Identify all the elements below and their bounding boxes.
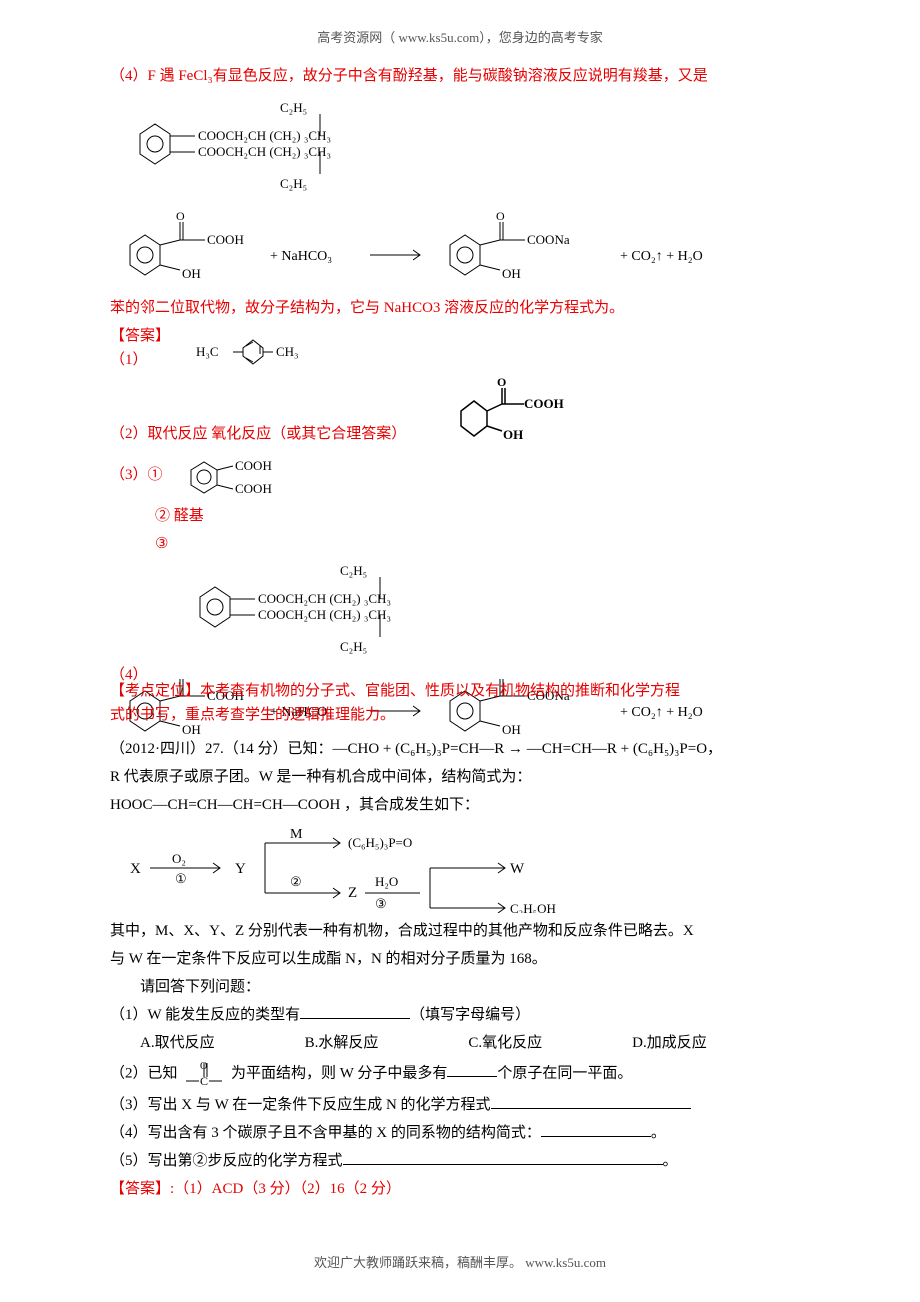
q-mid1: 其中，M、X、Y、Z 分别代表一种有机物，合成过程中的其他产物和反应条件已略去。… bbox=[110, 919, 810, 943]
answer-2: （2）取代反应 氧化反应（或其它合理答案） bbox=[110, 422, 406, 446]
svg-text:C₂H₅: C₂H₅ bbox=[280, 100, 307, 115]
svg-text:CH₃: CH₃ bbox=[276, 344, 299, 359]
kaodian-line1: 【考点定位】本考查有机物的分子式、官能团、性质以及有机物结构的推断和化学方程 bbox=[110, 679, 810, 703]
svg-text:COOCH₂CH (CH₂) ₃CH₃: COOCH₂CH (CH₂) ₃CH₃ bbox=[198, 128, 331, 143]
answer-label: 【答案】 bbox=[110, 324, 170, 348]
svg-text:(C₆H₅)₃P=O: (C₆H₅)₃P=O bbox=[348, 835, 412, 850]
q-please: 请回答下列问题： bbox=[110, 975, 810, 999]
svg-text:C₂H₅: C₂H₅ bbox=[340, 563, 367, 578]
svg-text:C₂H₅: C₂H₅ bbox=[340, 639, 367, 654]
reaction-scheme: X O₂ ① Y M ② (C₆H₅)₃P=O Z H₂O ③ W C₂H₅OH bbox=[110, 823, 810, 913]
svg-text:③: ③ bbox=[375, 896, 387, 911]
svg-text:H₃C: H₃C bbox=[196, 344, 219, 359]
svg-text:②: ② bbox=[290, 874, 302, 889]
svg-text:Y: Y bbox=[235, 861, 246, 877]
svg-text:Z: Z bbox=[348, 885, 357, 901]
svg-text:O₂: O₂ bbox=[172, 851, 186, 866]
svg-text:COONa: COONa bbox=[527, 232, 570, 247]
explain-4-line2: 苯的邻二位取代物，故分子结构为，它与 NaHCO3 溶液反应的化学方程式为。 bbox=[110, 296, 810, 320]
carbonyl-fragment: C O bbox=[181, 1059, 227, 1089]
page-footer: 欢迎广大教师踊跃来稿，稿酬丰厚。 www.ks5u.com bbox=[0, 1253, 920, 1274]
opt-c: C.氧化反应 bbox=[468, 1031, 542, 1055]
svg-text:COOH: COOH bbox=[524, 396, 564, 411]
p-xylene-structure: H₃C CH₃ bbox=[178, 328, 348, 368]
svg-text:O: O bbox=[176, 210, 185, 223]
svg-text:W: W bbox=[510, 861, 525, 877]
svg-text:COOH: COOH bbox=[235, 458, 272, 473]
svg-text:COOCH₂CH (CH₂) ₃CH₃: COOCH₂CH (CH₂) ₃CH₃ bbox=[258, 591, 391, 606]
svg-text:C: C bbox=[200, 1074, 208, 1088]
final-answer: 【答案】:（1）ACD（3 分）（2）16（2 分） bbox=[110, 1177, 810, 1201]
svg-text:COOCH₂CH (CH₂) ₃CH₃: COOCH₂CH (CH₂) ₃CH₃ bbox=[198, 144, 331, 159]
q-r-line: R 代表原子或原子团。W 是一种有机合成中间体，结构简式为： bbox=[110, 765, 810, 789]
svg-text:COOCH₂CH (CH₂) ₃CH₃: COOCH₂CH (CH₂) ₃CH₃ bbox=[258, 607, 391, 622]
svg-text:X: X bbox=[130, 861, 141, 877]
svg-text:OH: OH bbox=[503, 427, 523, 442]
svg-text:+ CO₂↑ + H₂O: + CO₂↑ + H₂O bbox=[620, 249, 703, 264]
salicylic-reaction: O COOH OH + NaHCO₃ O COONa OH + CO₂↑ + H… bbox=[110, 210, 810, 290]
ester-structure-2: C₂H₅ COOCH₂CH (CH₂) ₃CH₃ COOCH₂CH (CH₂) … bbox=[170, 562, 810, 657]
svg-text:O: O bbox=[497, 376, 506, 389]
svg-text:①: ① bbox=[175, 871, 187, 886]
q1-options: A.取代反应 B.水解反应 C.氧化反应 D.加成反应 bbox=[140, 1031, 810, 1055]
page-header: 高考资源网（ www.ks5u.com），您身边的高考专家 bbox=[0, 28, 920, 49]
explain-4-line1: （4）F 遇 FeCl₃有显色反应，故分子中含有酚羟基，能与碳酸钠溶液反应说明有… bbox=[110, 64, 810, 88]
svg-text:C₂H₅: C₂H₅ bbox=[280, 176, 307, 191]
opt-d: D.加成反应 bbox=[632, 1031, 707, 1055]
q1: （1）W 能发生反应的类型有（填写字母编号） bbox=[110, 1003, 810, 1027]
answer-3-3: ③ bbox=[110, 532, 810, 556]
q2: （2）已知 C O 为平面结构，则 W 分子中最多有个原子在同一平面。 bbox=[110, 1059, 810, 1089]
q-mid2: 与 W 在一定条件下反应可以生成酯 N，N 的相对分子质量为 168。 bbox=[110, 947, 810, 971]
ester-structure: C₂H₅ COOCH₂CH (CH₂) ₃CH₃ COOCH₂CH (CH₂) … bbox=[110, 94, 810, 204]
salicylic-thumbnail: O COOH OH bbox=[446, 376, 566, 446]
opt-b: B.水解反应 bbox=[305, 1031, 379, 1055]
svg-text:OH: OH bbox=[182, 266, 201, 281]
q5: （5）写出第②步反应的化学方程式。 bbox=[110, 1149, 810, 1173]
svg-text:COOH: COOH bbox=[207, 232, 244, 247]
q4: （4）写出含有 3 个碳原子且不含甲基的 X 的同系物的结构简式：。 bbox=[110, 1121, 810, 1145]
svg-text:O: O bbox=[496, 210, 505, 223]
svg-text:OH: OH bbox=[502, 266, 521, 281]
svg-text:M: M bbox=[290, 827, 303, 842]
q3: （3）写出 X 与 W 在一定条件下反应生成 N 的化学方程式 bbox=[110, 1093, 810, 1117]
svg-text:H₂O: H₂O bbox=[375, 874, 398, 889]
svg-text:O: O bbox=[200, 1061, 207, 1072]
kaodian-line2: 式的书写，重点考查学生的逻辑推理能力。 bbox=[110, 703, 810, 727]
svg-text:+ NaHCO₃: + NaHCO₃ bbox=[270, 249, 332, 264]
phthalic-acid-structure: COOH COOH bbox=[171, 450, 321, 500]
answer-3-2: ② 醛基 bbox=[110, 504, 810, 528]
svg-text:C₂H₅OH: C₂H₅OH bbox=[510, 901, 556, 913]
answer-1-label: （1） bbox=[110, 348, 170, 372]
answer-3-1: （3）① bbox=[110, 463, 163, 487]
opt-a: A.取代反应 bbox=[140, 1031, 215, 1055]
q-w-struct: HOOC—CH=CH—CH=CH—COOH ，其合成发生如下： bbox=[110, 793, 810, 817]
svg-text:COOH: COOH bbox=[235, 481, 272, 496]
